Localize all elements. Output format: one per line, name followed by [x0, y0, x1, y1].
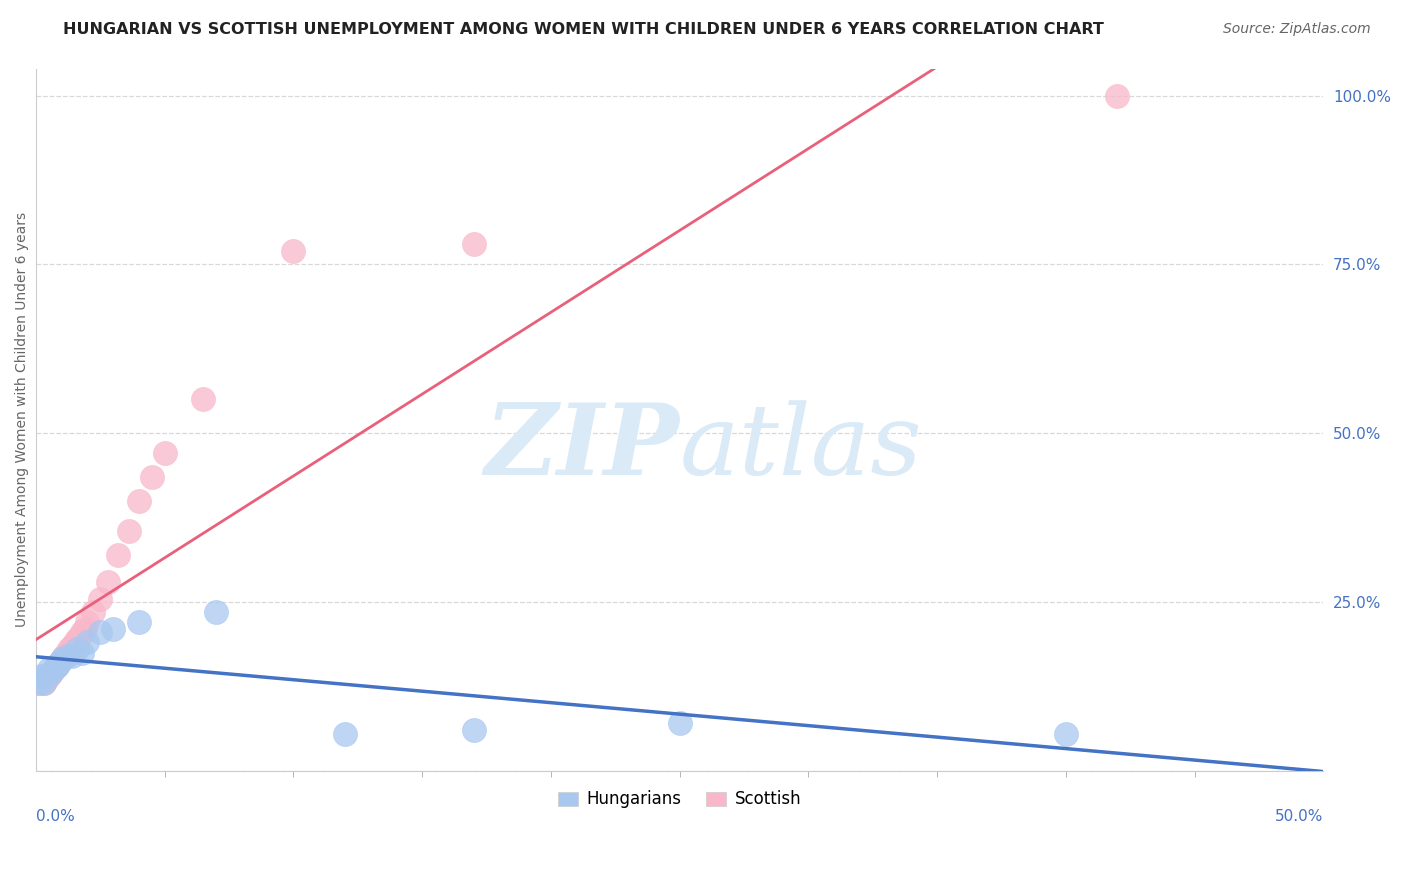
Point	[205, 605, 228, 619]
Point	[76, 635, 98, 649]
Point	[72, 646, 94, 660]
Point	[51, 652, 73, 666]
Point	[56, 648, 79, 663]
Point	[82, 605, 104, 619]
Y-axis label: Unemployment Among Women with Children Under 6 years: Unemployment Among Women with Children U…	[15, 212, 30, 627]
Point	[103, 622, 125, 636]
Point	[45, 659, 67, 673]
Point	[48, 656, 70, 670]
Point	[41, 665, 63, 680]
Text: atlas: atlas	[679, 400, 922, 495]
Point	[45, 659, 67, 673]
Point	[51, 652, 73, 666]
Point	[53, 648, 76, 663]
Text: 50.0%: 50.0%	[1275, 809, 1323, 824]
Point	[60, 648, 83, 663]
Point	[35, 673, 58, 687]
Point	[463, 237, 485, 252]
Point	[283, 244, 305, 258]
Legend: Hungarians, Scottish: Hungarians, Scottish	[551, 784, 808, 815]
Point	[38, 662, 60, 676]
Text: Source: ZipAtlas.com: Source: ZipAtlas.com	[1223, 22, 1371, 37]
Point	[58, 642, 80, 657]
Point	[41, 665, 63, 680]
Point	[333, 726, 356, 740]
Text: 0.0%: 0.0%	[37, 809, 75, 824]
Point	[38, 669, 60, 683]
Point	[463, 723, 485, 738]
Point	[60, 639, 83, 653]
Point	[63, 635, 86, 649]
Point	[72, 625, 94, 640]
Point	[107, 548, 129, 562]
Point	[42, 662, 65, 676]
Point	[32, 676, 55, 690]
Point	[66, 642, 89, 657]
Point	[48, 656, 70, 670]
Point	[141, 470, 163, 484]
Point	[32, 676, 55, 690]
Point	[89, 591, 111, 606]
Point	[42, 662, 65, 676]
Point	[35, 669, 58, 683]
Point	[153, 446, 176, 460]
Point	[193, 392, 215, 407]
Text: ZIP: ZIP	[485, 400, 679, 496]
Point	[27, 676, 49, 690]
Text: HUNGARIAN VS SCOTTISH UNEMPLOYMENT AMONG WOMEN WITH CHILDREN UNDER 6 YEARS CORRE: HUNGARIAN VS SCOTTISH UNEMPLOYMENT AMONG…	[63, 22, 1104, 37]
Point	[117, 524, 139, 538]
Point	[66, 632, 89, 646]
Point	[97, 574, 120, 589]
Point	[128, 615, 150, 629]
Point	[76, 615, 98, 629]
Point	[27, 676, 49, 690]
Point	[1107, 88, 1129, 103]
Point	[56, 646, 79, 660]
Point	[668, 716, 690, 731]
Point	[30, 669, 52, 683]
Point	[69, 629, 91, 643]
Point	[30, 673, 52, 687]
Point	[73, 622, 96, 636]
Point	[128, 493, 150, 508]
Point	[89, 625, 111, 640]
Point	[1054, 726, 1077, 740]
